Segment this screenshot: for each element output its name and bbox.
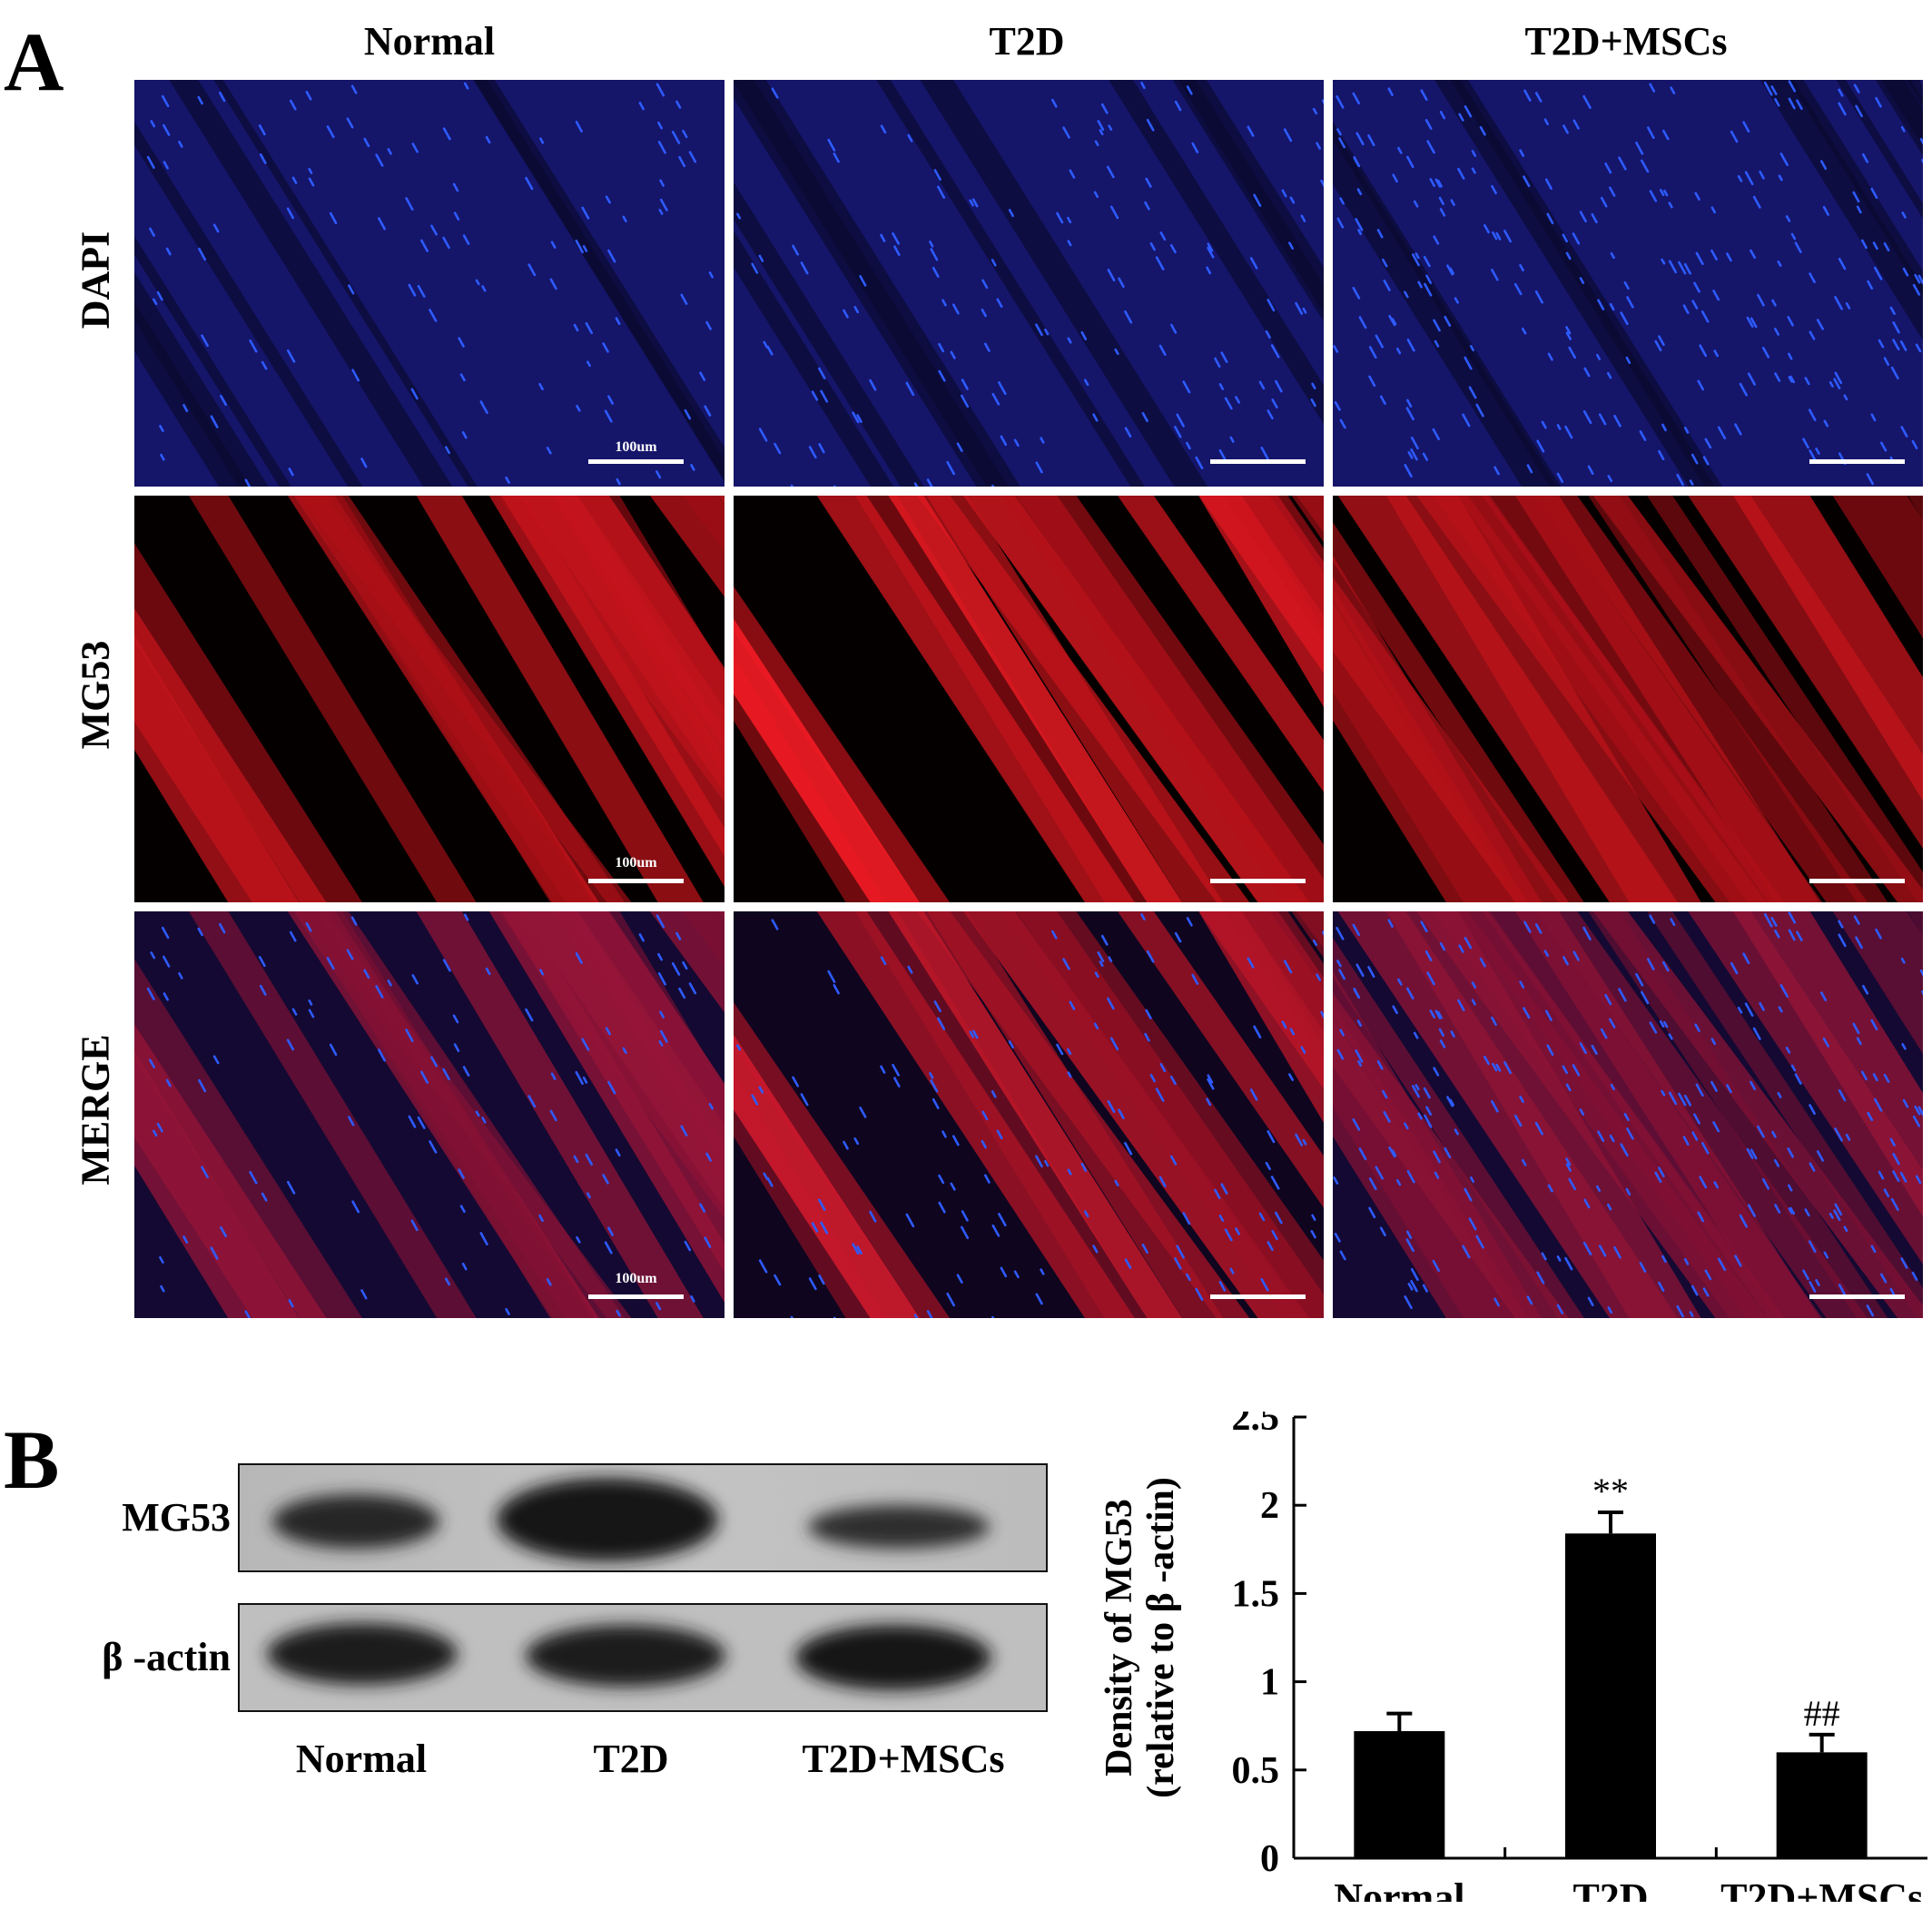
scale-bar [588,1294,684,1299]
row-label-merge: MERGE [73,1034,118,1186]
y-tick-label: 0 [1260,1838,1279,1880]
scale-bar [588,879,684,883]
y-axis-label-sub: (relative to β -actin) [1140,1477,1182,1798]
bar-chart: 0 0.5 1 1.5 2 2.5 Normal ** T2D ## T2D+MSCs Density… [1099,1412,1927,1902]
blot-label-mg53: MG53 [122,1495,231,1540]
row-label-dapi: DAPI [73,231,118,330]
scale-bar-label: 100um [615,1271,657,1286]
western-blot-beta-actin [238,1603,1048,1712]
column-header-t2d-mscs: T2D+MSCs [1524,19,1728,64]
micrograph-mg53-t2d [734,496,1324,902]
y-tick-label: 2 [1260,1485,1279,1527]
micrograph-merge-t2d-mscs [1333,911,1923,1318]
band-actin-normal [267,1623,458,1685]
y-tick-label: 1.5 [1232,1573,1280,1615]
micrograph-dapi-t2d [734,80,1324,487]
blot-label-beta-actin: β -actin [102,1635,231,1679]
scale-bar [1210,1294,1306,1299]
scale-bar [1809,1294,1905,1299]
lane-label-t2d-mscs: T2D+MSCs [802,1737,1005,1781]
scale-bar [1809,459,1905,464]
micrograph-dapi-normal: 100um [134,80,724,487]
scale-bar [1210,879,1306,883]
scale-bar [1809,879,1905,883]
band-mg53-normal [272,1494,439,1549]
lane-label-normal: Normal [295,1737,428,1781]
panel-a-letter: A [4,15,64,108]
scale-bar [588,459,684,464]
row-label-mg53: MG53 [73,640,118,750]
scale-bar-label: 100um [615,439,657,455]
x-tick-label: Normal [1334,1875,1464,1902]
western-blot-mg53 [238,1463,1048,1572]
panel-b-letter: B [4,1413,60,1506]
lane-label-t2d: T2D [593,1737,669,1781]
bar-0 [1354,1731,1445,1858]
micrograph-merge-normal: 100um [134,911,724,1318]
y-tick-label: 2.5 [1232,1412,1280,1439]
bar-1 [1565,1533,1656,1858]
micrograph-mg53-t2d-mscs [1333,496,1923,902]
significance-mark: ## [1804,1693,1840,1734]
y-axis-label: Density of MG53 [1099,1499,1140,1776]
column-header-t2d: T2D [989,19,1065,64]
scale-bar [1210,459,1306,464]
bar-2 [1776,1752,1868,1858]
y-tick-label: 1 [1260,1662,1279,1704]
micrograph-mg53-normal: 100um [134,496,724,902]
band-mg53-t2d-mscs [808,1505,990,1549]
band-actin-t2d [526,1625,725,1687]
band-actin-t2d-mscs [795,1625,991,1690]
band-mg53-t2d [497,1478,718,1561]
significance-mark: ** [1592,1471,1629,1511]
micrograph-dapi-t2d-mscs [1333,80,1923,487]
micrograph-merge-t2d [734,911,1324,1318]
x-tick-label: T2D [1572,1875,1648,1902]
y-tick-label: 0.5 [1232,1750,1280,1792]
scale-bar-label: 100um [615,855,657,871]
x-tick-label: T2D+MSCs [1720,1875,1923,1902]
column-header-normal: Normal [363,19,496,64]
